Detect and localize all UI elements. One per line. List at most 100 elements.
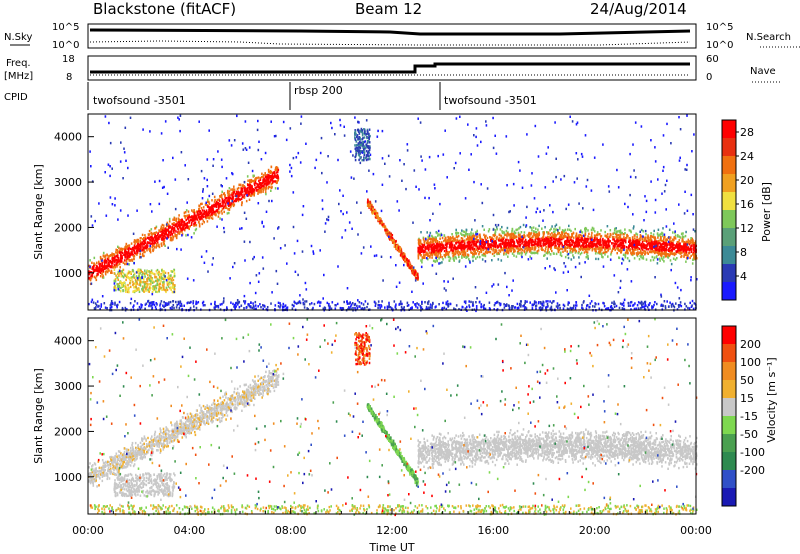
range-cell	[102, 268, 104, 272]
range-cell	[154, 285, 156, 289]
range-cell	[437, 254, 439, 257]
range-cell	[473, 247, 476, 251]
range-cell	[657, 236, 659, 239]
range-cell	[141, 244, 143, 247]
range-cell	[517, 233, 520, 237]
range-cell	[98, 264, 101, 267]
range-cell	[173, 272, 176, 275]
range-cell	[192, 300, 195, 303]
range-cell	[139, 307, 141, 310]
range-cell	[137, 240, 139, 243]
range-cell	[633, 307, 636, 311]
range-cell	[113, 256, 115, 260]
range-cell	[615, 231, 618, 235]
range-cell	[675, 246, 678, 249]
range-cell	[157, 235, 159, 238]
range-cell	[662, 252, 664, 255]
range-cell	[114, 278, 117, 281]
range-cell	[129, 281, 131, 285]
range-cell	[494, 250, 497, 254]
range-cell	[218, 199, 221, 202]
range-cell	[178, 214, 180, 217]
range-cell	[226, 212, 229, 215]
range-cell	[211, 204, 213, 208]
range-cell	[676, 308, 679, 311]
range-cell	[518, 303, 521, 307]
range-cell	[360, 307, 363, 310]
range-cell	[167, 274, 170, 278]
range-cell	[168, 217, 171, 221]
range-cell	[460, 247, 462, 250]
range-cell	[505, 229, 508, 233]
range-cell	[694, 247, 696, 250]
range-cell	[646, 243, 649, 246]
range-cell	[358, 144, 360, 147]
range-cell	[681, 235, 684, 238]
range-cell	[499, 250, 502, 253]
range-cell	[537, 236, 540, 240]
range-cell	[91, 272, 94, 276]
range-cell	[147, 288, 149, 291]
range-cell	[472, 301, 474, 304]
range-cell	[169, 274, 172, 277]
range-cell	[389, 306, 392, 309]
range-cell	[678, 242, 680, 245]
range-cell	[537, 238, 539, 241]
range-cell	[120, 280, 122, 284]
range-cell	[533, 301, 536, 304]
range-cell	[298, 300, 301, 303]
range-cell	[358, 136, 360, 139]
range-cell	[396, 245, 398, 248]
range-cell	[90, 277, 93, 280]
range-cell	[534, 239, 536, 242]
range-cell	[641, 304, 643, 307]
range-cell	[492, 247, 495, 250]
range-cell	[149, 239, 152, 242]
range-cell	[103, 302, 106, 305]
range-cell	[113, 272, 116, 275]
range-cell	[152, 232, 155, 235]
range-cell	[478, 300, 481, 304]
range-cell	[516, 302, 519, 306]
range-cell	[126, 274, 129, 277]
range-cell	[475, 305, 478, 308]
range-cell	[596, 237, 598, 240]
range-cell	[209, 209, 211, 213]
range-cell	[355, 153, 357, 156]
range-cell	[158, 279, 160, 282]
range-cell	[367, 302, 369, 306]
range-cell	[567, 233, 570, 236]
range-cell	[162, 230, 164, 233]
range-cell	[135, 280, 137, 283]
range-cell	[611, 249, 613, 252]
range-cell	[151, 301, 153, 304]
range-cell	[149, 288, 151, 292]
range-cell	[434, 250, 436, 253]
range-cell	[468, 304, 470, 307]
range-cell	[260, 306, 262, 309]
range-cell	[232, 192, 235, 195]
range-cell	[654, 239, 656, 242]
range-cell	[560, 238, 563, 241]
range-cell	[274, 180, 277, 183]
range-cell	[188, 221, 191, 224]
range-cell	[606, 240, 609, 243]
range-cell	[166, 234, 169, 238]
range-cell	[155, 225, 158, 228]
range-cell	[492, 241, 495, 244]
range-cell	[427, 302, 429, 305]
range-cell	[267, 170, 270, 173]
range-cell	[566, 233, 569, 236]
range-cell	[155, 231, 158, 234]
range-cell	[644, 244, 646, 247]
range-cell	[616, 235, 618, 238]
range-cell	[99, 262, 102, 266]
range-cell	[155, 275, 157, 279]
range-cell	[669, 238, 671, 241]
range-cell	[144, 239, 146, 242]
range-cell	[386, 229, 388, 232]
range-cell	[235, 305, 237, 308]
range-cell	[515, 255, 518, 258]
range-cell	[139, 244, 141, 247]
range-cell	[417, 238, 420, 242]
